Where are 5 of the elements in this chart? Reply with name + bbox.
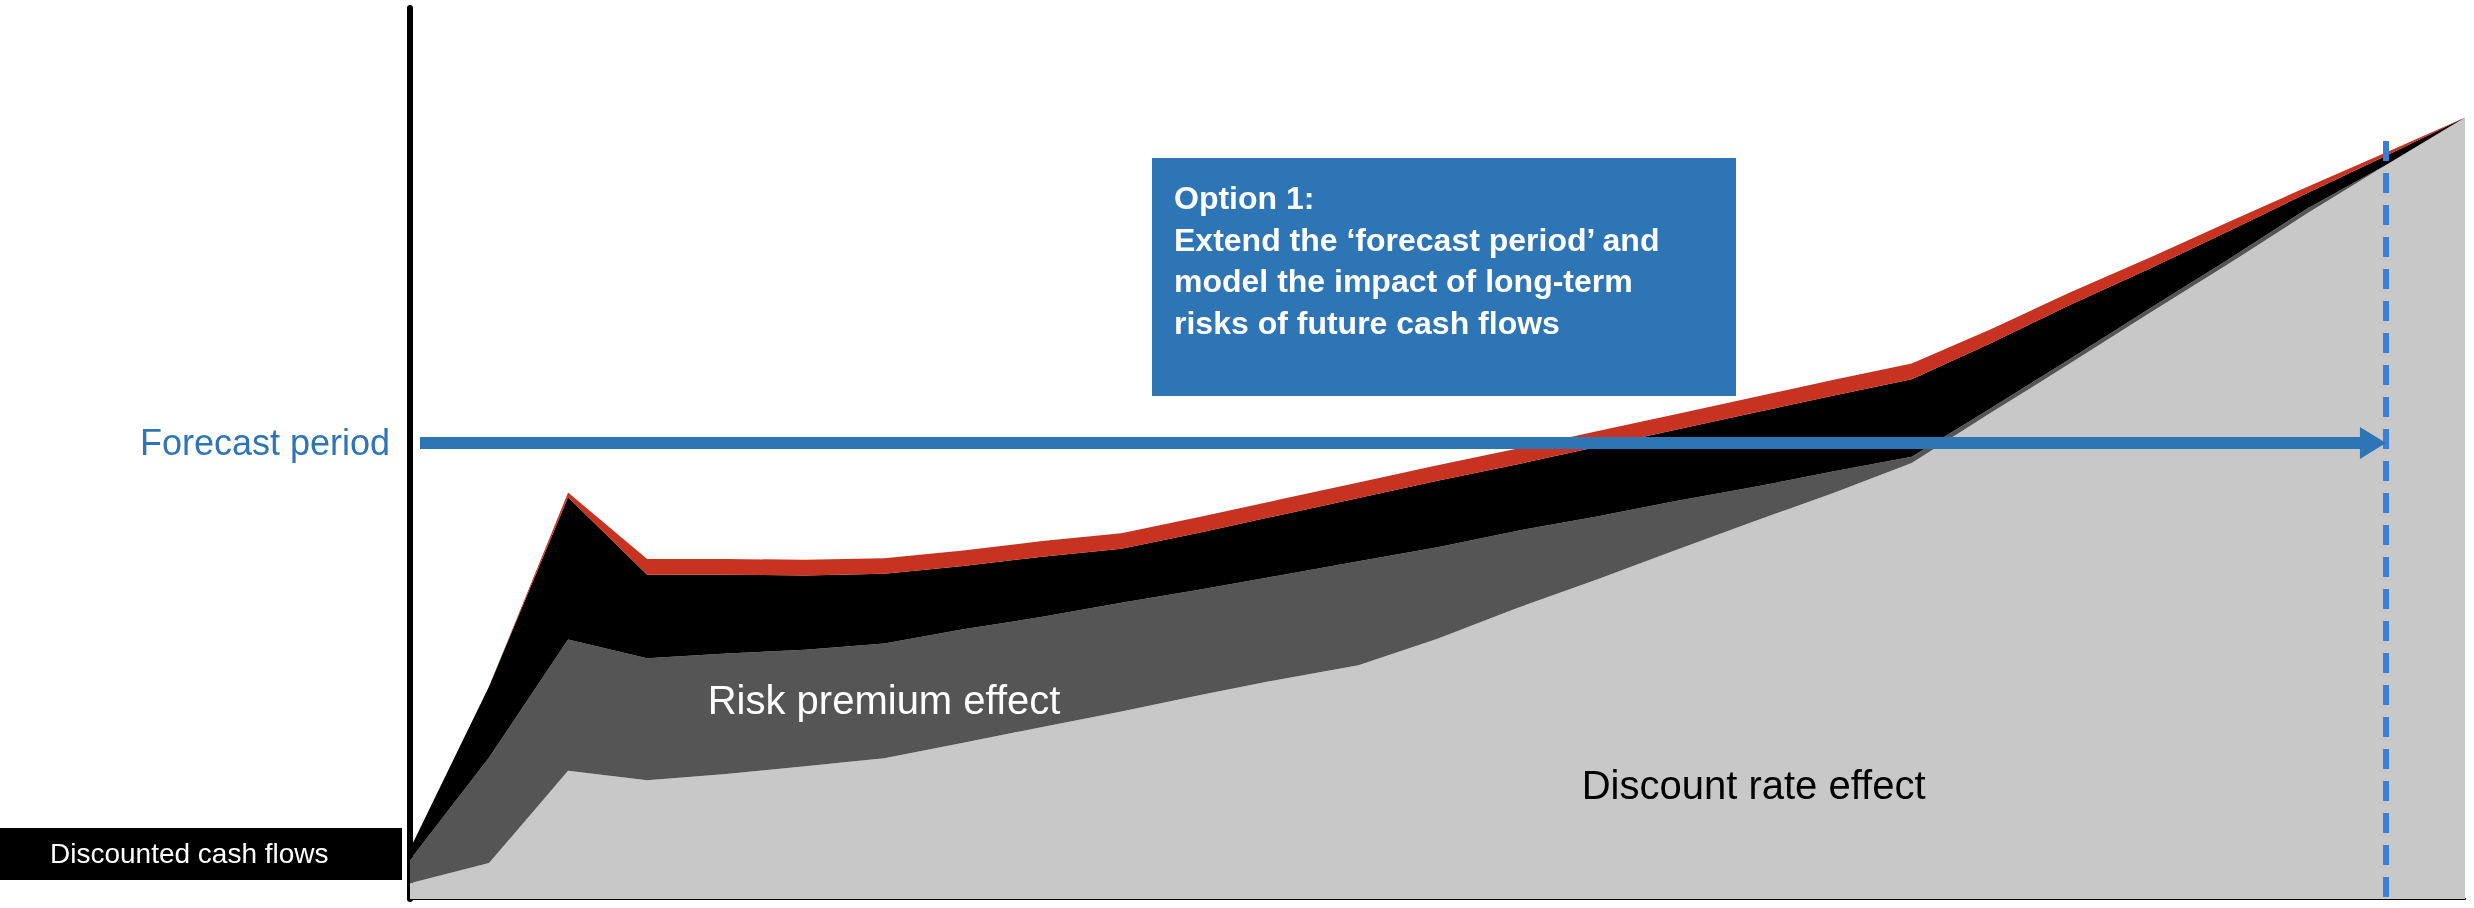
label-box: Discounted cash flows <box>0 828 402 881</box>
series-label: Discount rate effect <box>1581 763 1926 809</box>
callout-box: Option 1: Extend the ‘forecast period’ and model the impact of long-term risks of future cash flows <box>1152 158 1736 396</box>
series-label: Risk premium effect <box>707 678 1061 724</box>
text: Forecast period <box>140 422 391 464</box>
